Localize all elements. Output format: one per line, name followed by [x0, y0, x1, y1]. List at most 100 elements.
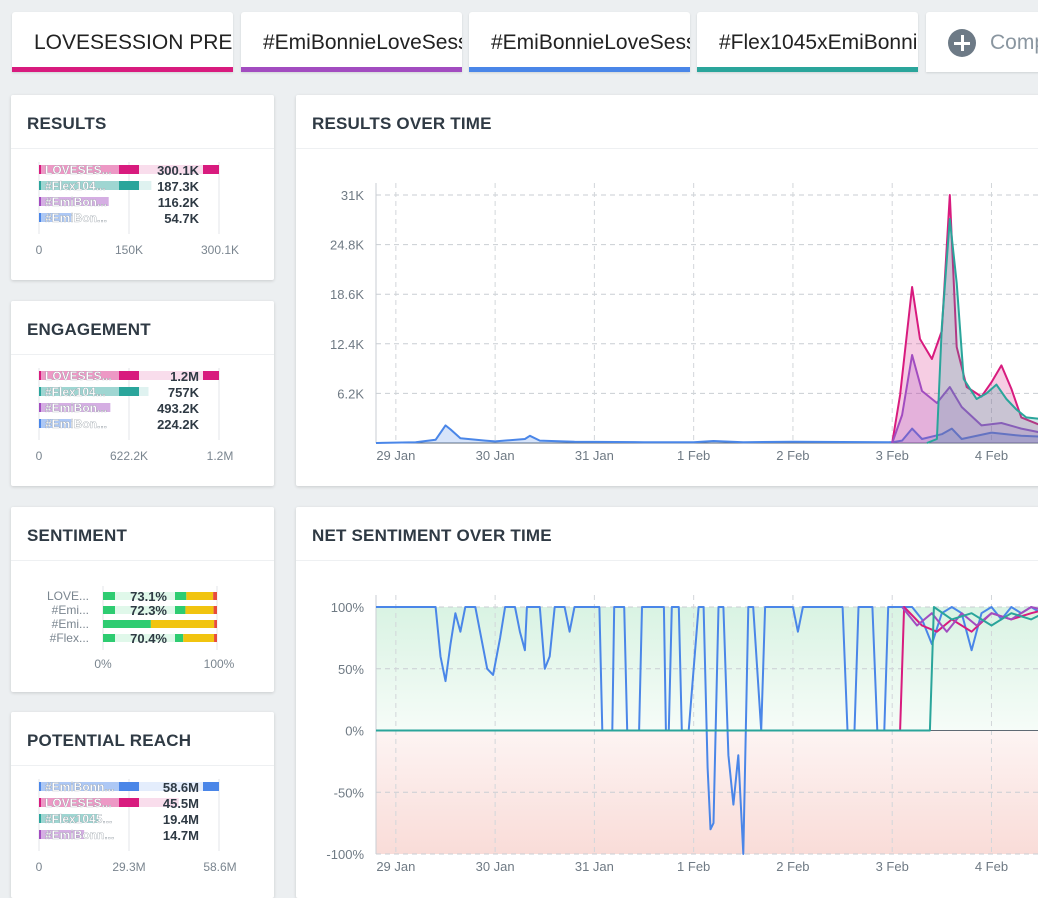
sentiment-bar-chart: LOVE... 73.1%#Emi... 72.3%#Emi...#Flex... 7…: [47, 586, 235, 671]
axis-tick-label: 0: [36, 449, 43, 463]
negative-bar: [214, 634, 217, 642]
bar-value: 19.4M: [163, 812, 199, 827]
sentiment-row-label: LOVE...: [47, 589, 89, 603]
bar-label: #EmiBon...: [45, 401, 107, 415]
label-backdrop: [41, 211, 119, 225]
results-card: RESULTS 0 150K 300.1K LOVESES... 300.1K #Flex…: [11, 95, 274, 280]
value-backdrop: [139, 780, 203, 794]
value-backdrop: [139, 195, 203, 209]
series-area: [892, 195, 1038, 443]
x-tick-label: 4 Feb: [975, 448, 1008, 463]
y-tick-label: 100%: [331, 600, 365, 615]
bar: [39, 165, 219, 174]
bar-label: #Flex104...: [45, 385, 106, 399]
sentiment-card: SENTIMENT LOVE... 73.1% #Emi... 72.3% #Emi..…: [11, 507, 274, 692]
y-tick-label: 0%: [345, 724, 364, 739]
y-tick-label: 50%: [338, 662, 364, 677]
bar-value: 493.2K: [157, 401, 200, 416]
tab-flex1045-emibonnie[interactable]: #Flex1045xEmiBonnie: [697, 12, 918, 72]
neutral-bar: [186, 592, 214, 600]
tab-lovesession-presale[interactable]: LOVESESSION PRESALE: [12, 12, 233, 72]
x-tick-label: 3 Feb: [876, 448, 909, 463]
value-backdrop: [115, 603, 175, 617]
neutral-bar: [183, 634, 215, 642]
x-tick-label: 30 Jan: [476, 448, 515, 463]
label-backdrop: [41, 179, 119, 193]
results-over-time-title: RESULTS OVER TIME: [312, 114, 492, 133]
potential-reach-title: POTENTIAL REACH: [27, 731, 192, 750]
tab-color-bar: [469, 67, 690, 72]
y-tick-label: 6.2K: [337, 386, 364, 401]
sentiment-row-label: #Flex...: [50, 631, 89, 645]
results-title: RESULTS: [27, 114, 107, 133]
series-line: [376, 606, 1038, 855]
tab-label: LOVESESSION PRESALE: [34, 31, 233, 54]
series-line: [926, 218, 1038, 444]
bar: [39, 371, 219, 380]
value-backdrop: [139, 828, 203, 842]
sentiment-row-label: #Emi...: [52, 603, 89, 617]
series-line: [376, 606, 1038, 732]
compare-button[interactable]: Compare: [926, 12, 1038, 72]
value-backdrop: [139, 401, 203, 415]
tab-emibonnie-lovesession-2[interactable]: #EmiBonnieLoveSession: [469, 12, 690, 72]
axis-tick-label: 100%: [204, 657, 235, 671]
sentiment-title: SENTIMENT: [27, 526, 128, 545]
bar-value: 187.3K: [157, 179, 200, 194]
positive-bar: [103, 620, 151, 628]
x-tick-label: 4 Feb: [975, 859, 1008, 874]
bar-label: LOVESES...: [45, 163, 112, 177]
value-backdrop: [139, 796, 203, 810]
tab-emibonnie-lovesession-1[interactable]: #EmiBonnieLoveSession: [241, 12, 462, 72]
x-tick-label: 2 Feb: [776, 448, 809, 463]
bar-label: #Flex104...: [45, 179, 106, 193]
y-tick-label: 18.6K: [330, 287, 364, 302]
net-sentiment-over-time-chart: -100% -50% 0% 50% 100% 29 Jan 30 Jan 31 Jan 1 Fe…: [326, 595, 1038, 874]
axis-tick-label: 1.2M: [207, 449, 234, 463]
sentiment-value: 72.3%: [130, 603, 167, 618]
axis-tick-label: 0: [36, 243, 43, 257]
sentiment-value: 70.4%: [130, 631, 167, 646]
bar-label: #Flex1045...: [45, 812, 112, 826]
potential-reach-card: POTENTIAL REACH 0 29.3M 58.6M #EmiBonn... 58…: [11, 712, 274, 898]
tab-label: #Flex1045xEmiBonnie: [719, 31, 918, 54]
compare-label: Compare: [990, 31, 1038, 54]
bar-value: 1.2M: [170, 369, 199, 384]
neutral-bar: [185, 606, 214, 614]
x-tick-label: 29 Jan: [376, 448, 415, 463]
negative-bar: [213, 606, 217, 614]
value-backdrop: [139, 417, 203, 431]
label-backdrop: [41, 780, 119, 794]
tab-color-bar: [12, 67, 233, 72]
value-backdrop: [115, 631, 175, 645]
results-bar-chart: 0 150K 300.1K LOVESES... 300.1K #Flex104... 18…: [36, 162, 239, 257]
engagement-title: ENGAGEMENT: [27, 320, 151, 339]
label-backdrop: [41, 369, 119, 383]
net-sentiment-over-time-card: NET SENTIMENT OVER TIME -100% -50% 0% 50% 10…: [296, 507, 1038, 898]
tab-label: #EmiBonnieLoveSession: [263, 31, 462, 54]
label-backdrop: [41, 401, 119, 415]
bar-value: 58.6M: [163, 780, 199, 795]
axis-tick-label: 29.3M: [112, 860, 145, 874]
series-line: [375, 424, 1038, 444]
value-backdrop: [139, 163, 203, 177]
x-tick-label: 1 Feb: [677, 859, 710, 874]
neutral-bar: [150, 620, 215, 628]
bar-value: 757K: [168, 385, 200, 400]
results-over-time-card: RESULTS OVER TIME 6.2K 12.4K 18.6K 24.8K 31K…: [296, 95, 1038, 486]
bar-value: 45.5M: [163, 796, 199, 811]
bar-value: 116.2K: [158, 195, 200, 210]
net-sentiment-over-time-title: NET SENTIMENT OVER TIME: [312, 526, 552, 545]
negative-bar: [213, 592, 217, 600]
y-tick-label: 24.8K: [330, 238, 364, 253]
x-tick-label: 31 Jan: [575, 448, 614, 463]
axis-tick-label: 622.2K: [110, 449, 148, 463]
series-area: [376, 425, 1038, 443]
x-tick-label: 2 Feb: [776, 859, 809, 874]
engagement-bar-chart: 0 622.2K 1.2M LOVESES... 1.2M #Flex104... 757K…: [36, 368, 234, 463]
label-backdrop: [41, 796, 119, 810]
x-tick-label: 1 Feb: [677, 448, 710, 463]
series-line: [891, 354, 1038, 444]
y-tick-label: 31K: [341, 188, 364, 203]
bar-label: #EmiBon...: [45, 195, 107, 209]
